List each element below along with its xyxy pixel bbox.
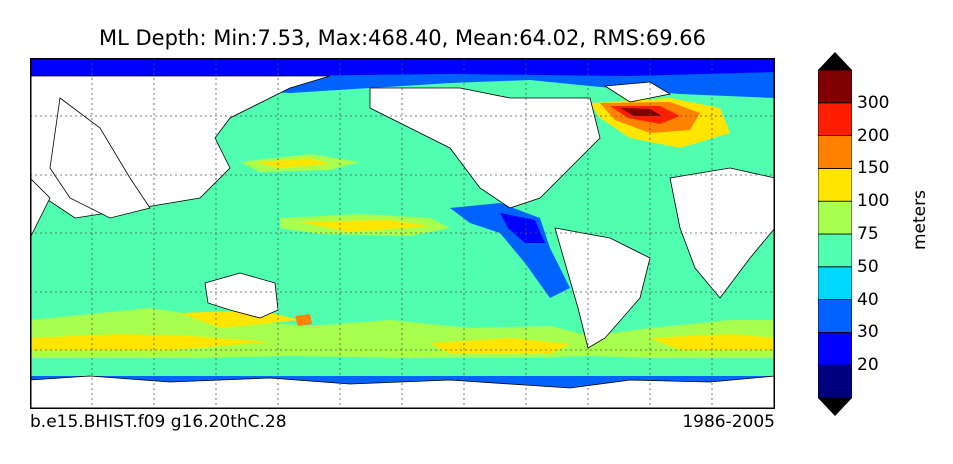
east-pacific-shallowest — [500, 213, 545, 243]
case-name: b.e15.BHIST.f09 g16.20thC.28 — [30, 412, 287, 432]
colorbar-tick-label: 150 — [857, 158, 890, 179]
south-asia-land — [49, 97, 151, 219]
colorbar-bin — [818, 102, 852, 136]
north-pacific-core — [255, 158, 330, 168]
equatorial-pacific-core — [300, 220, 430, 232]
colorbar-under-extension — [818, 398, 852, 416]
arctic-shallowest — [30, 58, 775, 76]
east-pacific-shallow — [450, 203, 570, 298]
colorbar-bin — [818, 364, 852, 399]
colorbar-bin — [818, 266, 852, 301]
australia-land — [204, 272, 279, 319]
plot-title: ML Depth: Min:7.53, Max:468.40, Mean:64.… — [99, 26, 706, 50]
colorbar-bin — [818, 299, 852, 333]
colorbar-tick-label: 20 — [857, 355, 879, 376]
south-atlantic-band — [650, 334, 775, 350]
time-period: 1986-2005 — [682, 412, 775, 432]
colorbar-tick-label: 300 — [857, 92, 890, 113]
south-australia-hotspot — [295, 314, 312, 326]
africa-west-edge — [30, 177, 51, 239]
colorbar-tick-label: 50 — [857, 256, 879, 277]
colorbar-tick-label: 200 — [857, 125, 890, 146]
colorbar — [818, 52, 852, 416]
colorbar-bin — [818, 135, 852, 169]
greenland-land — [603, 81, 672, 103]
south-indian-deep-band — [30, 334, 270, 350]
north-america-land — [369, 87, 601, 209]
colorbar-tick-label: 75 — [857, 224, 879, 244]
colorbar-tick-label: 40 — [857, 289, 879, 310]
colorbar-bin — [818, 233, 852, 268]
colorbar-label: meters — [910, 190, 930, 250]
colorbar-bin — [818, 168, 852, 202]
colorbar-over-extension — [818, 52, 852, 70]
mixed-layer-depth-map — [30, 58, 775, 409]
graticule — [30, 58, 775, 409]
colorbar-bin — [818, 69, 852, 104]
south-australia-band — [180, 310, 300, 328]
south-america-land — [554, 227, 651, 349]
africa-land — [669, 167, 775, 299]
colorbar-bin — [818, 200, 852, 235]
map-border — [30, 58, 775, 409]
colorbar-tick-label: 30 — [857, 322, 879, 343]
north-atlantic-max — [620, 108, 662, 116]
colorbar-tick-label: 100 — [857, 191, 890, 212]
colorbar-bin — [818, 331, 852, 366]
